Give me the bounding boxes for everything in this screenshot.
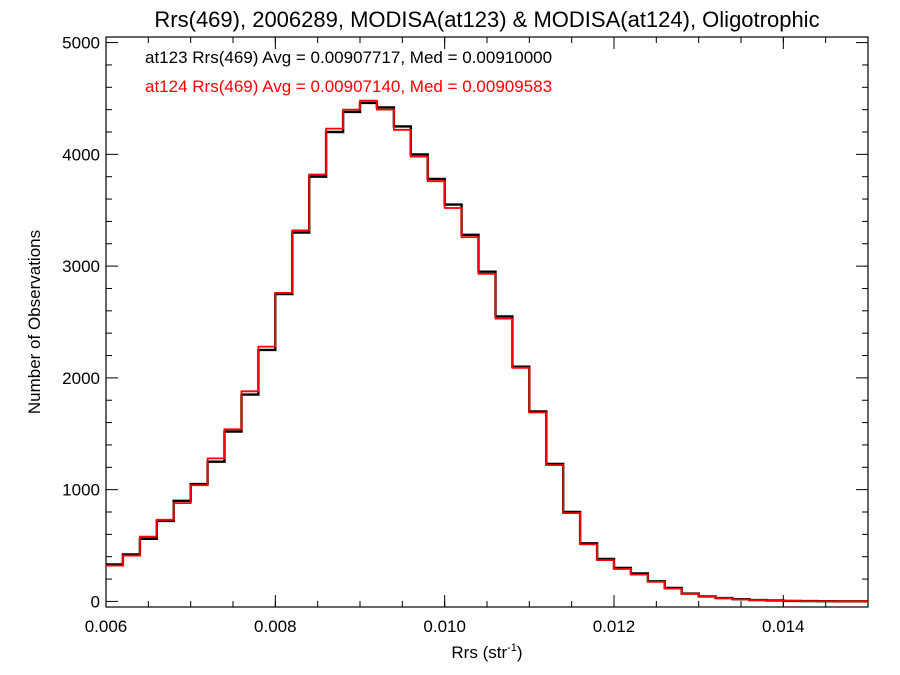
x-tick-label: 0.006 bbox=[85, 617, 128, 636]
series-layer bbox=[106, 99, 868, 603]
y-tick-label: 3000 bbox=[62, 257, 100, 276]
x-tick-label: 0.010 bbox=[423, 617, 466, 636]
chart-title: Rrs(469), 2006289, MODISA(at123) & MODIS… bbox=[154, 7, 819, 32]
y-tick-label: 2000 bbox=[62, 369, 100, 388]
y-tick-label: 1000 bbox=[62, 481, 100, 500]
y-tick-label: 4000 bbox=[62, 145, 100, 164]
x-axis-label-main: Rrs (str bbox=[451, 643, 507, 662]
x-tick-label: 0.008 bbox=[254, 617, 297, 636]
series-line-at123 bbox=[106, 101, 868, 603]
legend-entry-at123: at123 Rrs(469) Avg = 0.00907717, Med = 0… bbox=[145, 48, 552, 67]
legend-entry-at124: at124 Rrs(469) Avg = 0.00907140, Med = 0… bbox=[145, 77, 552, 96]
y-tick-label: 0 bbox=[91, 592, 100, 611]
y-axis-label: Number of Observations bbox=[25, 230, 44, 414]
x-axis-label-sup: -1 bbox=[507, 642, 517, 654]
plot-frame bbox=[105, 36, 869, 608]
series-line-at124 bbox=[106, 99, 868, 603]
x-axis-label-close: ) bbox=[517, 643, 523, 662]
x-tick-label: 0.014 bbox=[762, 617, 805, 636]
x-axis: 0.006 0.008 0.010 0.012 0.014 bbox=[85, 37, 869, 636]
x-axis-label: Rrs (str-1) bbox=[451, 642, 522, 662]
y-axis: 0 1000 2000 3000 4000 5000 bbox=[62, 34, 868, 611]
y-tick-label: 5000 bbox=[62, 34, 100, 53]
x-tick-label: 0.012 bbox=[593, 617, 636, 636]
